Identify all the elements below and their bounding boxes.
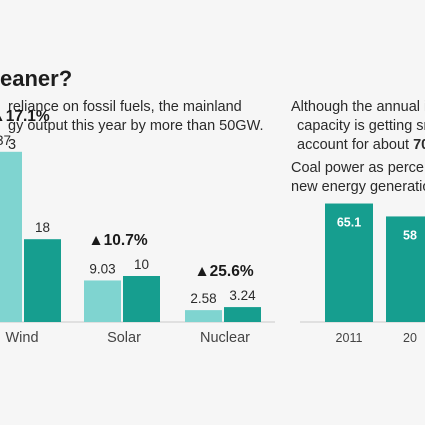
value-label-wind-2: 18 [35, 220, 50, 235]
left-description-line-2: gy output this year by more than 50GW. [8, 118, 264, 134]
left-description: reliance on fossil fuels, the mainland g… [8, 98, 264, 155]
right-description-line-2: capacity is getting sma [297, 118, 425, 134]
chart-title: eaner? [0, 66, 73, 91]
value-label-nuclear-2: 3.24 [229, 288, 256, 303]
bar-wind-series-1 [0, 151, 22, 322]
right-description-line-3-text: account for about [297, 137, 414, 153]
year-label-20: 20 [403, 331, 417, 345]
bar-coal-20 [386, 216, 425, 322]
bar-nuclear-series-1 [185, 310, 222, 322]
bar-wind-series-2 [24, 239, 61, 322]
left-description-line-3: 3 [8, 137, 17, 153]
right-description-line-3: account for about 70% [291, 136, 425, 155]
value-label-solar-2: 10 [134, 257, 149, 272]
change-label-nuclear: ▲25.6% [194, 263, 254, 280]
value-label-solar-1: 9.03 [89, 261, 115, 276]
bar-solar-series-1 [84, 280, 121, 322]
category-label-wind: Wind [5, 330, 38, 346]
right-chart-subtitle-line-2: new energy generation [291, 179, 425, 195]
right-description: Although the annual i capacity is gettin… [291, 98, 425, 197]
left-description-line-1: reliance on fossil fuels, the mainland [8, 99, 242, 115]
value-label-coal-20: 58 [403, 228, 417, 242]
category-label-nuclear: Nuclear [200, 330, 250, 346]
seventy-percent-figure: 70% [413, 137, 425, 153]
bar-nuclear-series-2 [224, 307, 261, 322]
value-label-nuclear-1: 2.58 [190, 291, 216, 306]
change-label-solar: ▲10.7% [88, 232, 148, 249]
bar-solar-series-2 [123, 276, 160, 322]
value-label-coal-2011: 65.1 [337, 216, 361, 230]
value-label-wind-1: 37 [0, 133, 11, 148]
change-label-wind: ▲17.1% [0, 108, 50, 125]
bar-coal-2011 [325, 203, 373, 322]
right-description-line-1: Although the annual i [291, 99, 425, 115]
year-label-2011: 2011 [336, 331, 363, 345]
category-label-solar: Solar [107, 330, 141, 346]
right-chart-subtitle-line-1: Coal power as percent [291, 160, 425, 176]
